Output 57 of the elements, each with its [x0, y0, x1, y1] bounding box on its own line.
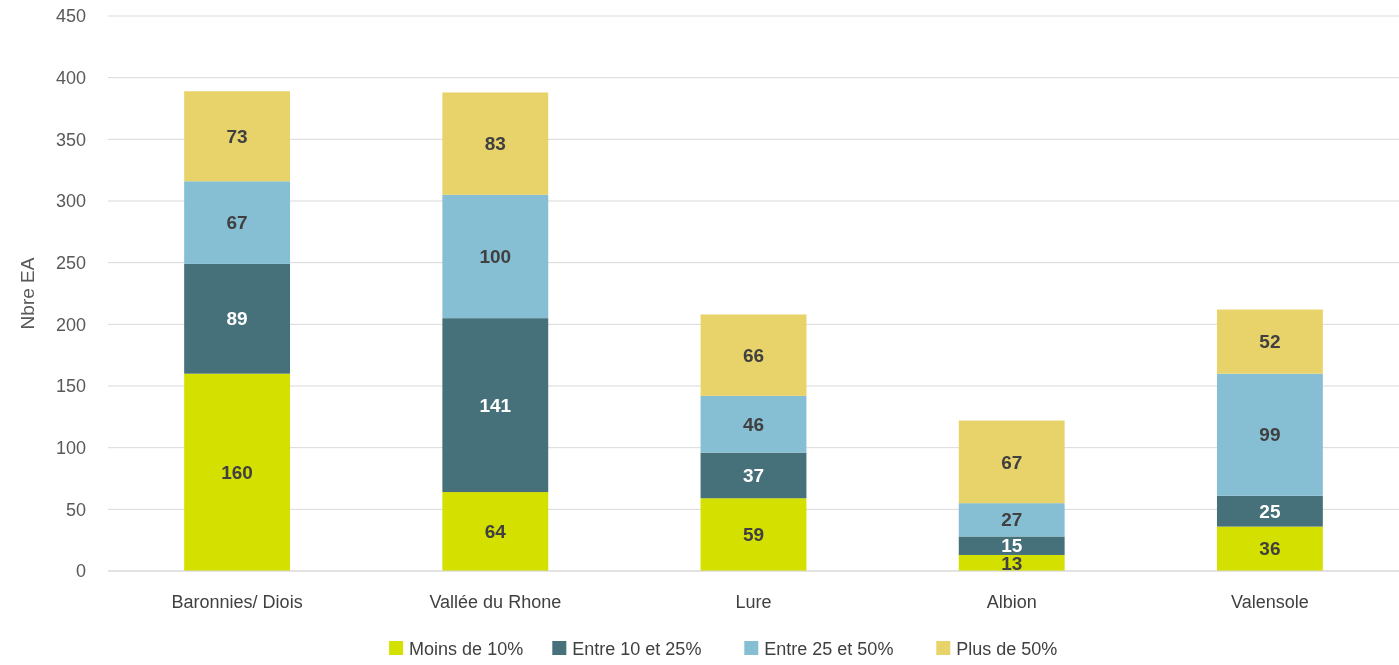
- data-label: 160: [221, 461, 253, 483]
- data-label: 37: [742, 465, 765, 487]
- y-tick-label: 350: [55, 129, 86, 150]
- data-label: 67: [1001, 451, 1023, 473]
- bar: [700, 498, 807, 571]
- bar: [700, 395, 807, 453]
- data-label: 89: [226, 308, 248, 330]
- data-label: 46: [742, 413, 765, 435]
- bar: [1216, 373, 1323, 496]
- data-label: 67: [226, 212, 248, 234]
- data-label: 66: [742, 344, 765, 366]
- bar: [442, 92, 549, 195]
- data-label: 27: [1001, 509, 1023, 531]
- data-label: 64: [484, 521, 507, 543]
- y-tick-label: 50: [65, 499, 86, 520]
- bar: [184, 181, 291, 264]
- y-tick-label: 250: [55, 252, 86, 273]
- y-tick-label: 0: [75, 561, 86, 582]
- bar: [1216, 495, 1323, 527]
- x-tick-label: Baronnies/ Diois: [171, 592, 303, 612]
- bar: [1216, 309, 1323, 374]
- y-tick-label: 300: [55, 191, 86, 212]
- data-label: 141: [479, 394, 512, 416]
- x-tick-label: Valensole: [1231, 592, 1309, 612]
- y-tick-label: 400: [55, 67, 86, 88]
- bar: [184, 373, 291, 571]
- data-label: 59: [742, 524, 765, 546]
- data-label: 25: [1259, 500, 1281, 522]
- legend-label: Entre 25 et 50%: [764, 639, 894, 659]
- bar: [958, 420, 1065, 504]
- y-axis-title: Nbre EA: [17, 257, 38, 330]
- data-label: 36: [1259, 538, 1281, 560]
- legend-label: Entre 10 et 25%: [572, 639, 702, 659]
- bar: [700, 314, 807, 396]
- bar: [700, 452, 807, 499]
- legend-label: Moins de 10%: [409, 639, 524, 659]
- data-label: 73: [226, 125, 248, 147]
- y-tick-label: 450: [55, 6, 86, 27]
- bar: [1216, 526, 1323, 571]
- y-tick-label: 100: [55, 437, 86, 458]
- bar: [442, 492, 549, 571]
- bar: [184, 263, 291, 374]
- data-label: 52: [1259, 331, 1281, 353]
- legend-label: Plus de 50%: [956, 639, 1058, 659]
- y-tick-label: 200: [55, 314, 86, 335]
- bar: [958, 503, 1065, 537]
- x-tick-label: Albion: [986, 592, 1037, 612]
- bar: [442, 194, 549, 319]
- x-tick-label: Vallée du Rhone: [429, 592, 562, 612]
- data-label: 100: [479, 246, 512, 268]
- y-tick-label: 150: [55, 376, 86, 397]
- bar: [184, 91, 291, 182]
- data-label: 83: [484, 133, 506, 155]
- x-tick-label: Lure: [735, 592, 772, 612]
- bar: [958, 536, 1065, 555]
- data-label: 99: [1259, 424, 1281, 446]
- bar: [442, 318, 549, 493]
